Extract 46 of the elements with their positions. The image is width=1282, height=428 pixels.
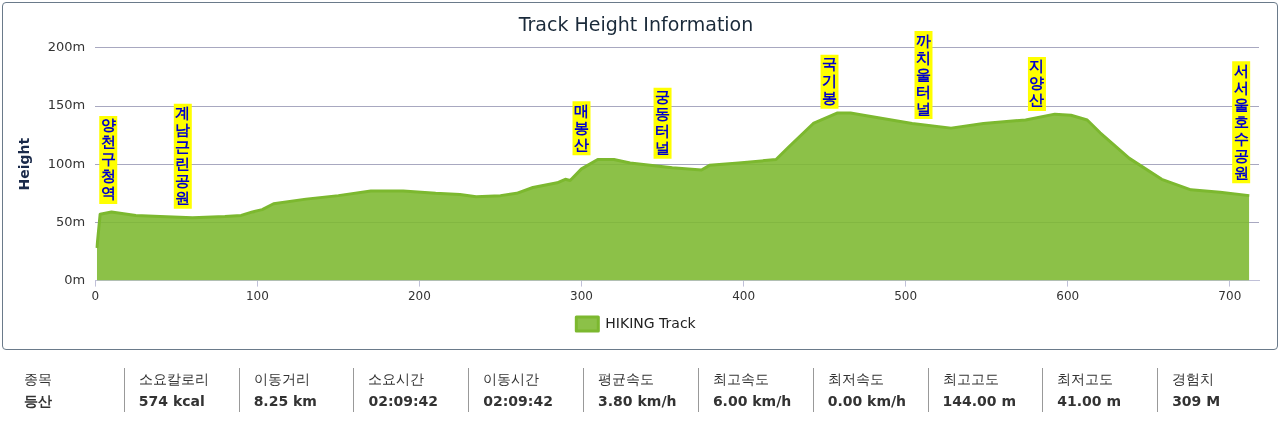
- text: 144.00 m: [942, 392, 1017, 411]
- x-tick-label: 300: [570, 288, 593, 303]
- annotation: 양천구청역: [100, 116, 116, 203]
- annotation: 서서울호수공원: [1233, 61, 1249, 182]
- text: 이동시간: [483, 370, 541, 389]
- annotation: 국기봉: [821, 55, 837, 108]
- text: 02:09:42: [483, 392, 554, 411]
- text: 최저고도: [1057, 370, 1115, 389]
- y-tick-label: 150m: [47, 97, 86, 113]
- text: 최저속도: [827, 370, 885, 389]
- annotation: 지양산: [1029, 57, 1045, 110]
- text: 등산: [24, 392, 53, 411]
- annotation: 계남근린공원: [175, 104, 191, 208]
- x-tick-label: 700: [1218, 288, 1242, 303]
- y-tick-label: 200m: [47, 39, 86, 55]
- annotation: 까치울터널: [916, 31, 931, 118]
- text: 종목: [24, 370, 53, 389]
- text: 경험치: [1172, 370, 1216, 389]
- y-axis-title: Height: [16, 137, 33, 191]
- text: 소요칼로리: [138, 370, 210, 389]
- x-tick-label: 600: [1056, 288, 1080, 303]
- chart-title: Track Height Information: [517, 13, 754, 36]
- y-tick-label: 100m: [47, 155, 86, 171]
- text: 8.25 km: [253, 392, 318, 411]
- text: 02:09:42: [368, 392, 440, 411]
- text: 최고고도: [942, 370, 1000, 389]
- x-tick-label: 100: [245, 288, 269, 303]
- x-tick-label: 200: [407, 288, 431, 303]
- text: 최고속도: [712, 370, 770, 389]
- text: 309 M: [1172, 392, 1222, 411]
- x-tick-label: 400: [732, 288, 756, 303]
- text: 평균속도: [598, 370, 656, 389]
- y-tick-label: 0m: [64, 271, 86, 287]
- text: 6.00 km/h: [712, 392, 793, 411]
- x-tick-label: 0: [91, 288, 100, 303]
- text: 0.00 km/h: [827, 392, 908, 411]
- text: 574 kcal: [138, 392, 206, 411]
- y-tick-label: 50m: [56, 213, 86, 229]
- text: 이동거리: [253, 370, 311, 389]
- text: 소요시간: [368, 370, 426, 389]
- annotation: 궁동터널: [655, 88, 671, 158]
- text: 3.80 km/h: [598, 392, 678, 411]
- x-tick-label: 500: [894, 288, 918, 303]
- annotation: 매봉산: [574, 101, 590, 154]
- text: 41.00 m: [1057, 392, 1123, 411]
- legend-label: HIKING Track: [605, 314, 697, 331]
